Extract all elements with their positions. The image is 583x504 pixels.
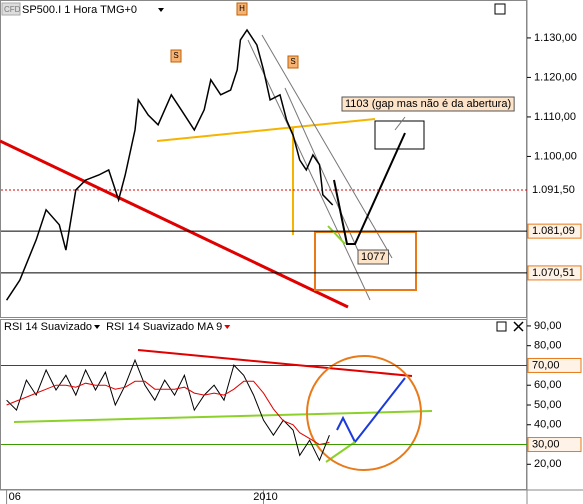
- annotation-box: [341, 96, 515, 112]
- y-tick-label: 1.130,00: [534, 32, 577, 44]
- gap-box: [374, 120, 425, 150]
- level-label: 1.091,50: [532, 184, 575, 196]
- pattern-box: [170, 49, 182, 63]
- y-tick-label: 40,00: [534, 419, 562, 431]
- channel-top: [261, 34, 393, 259]
- dropdown-arrow[interactable]: [158, 8, 164, 12]
- series-line: [6, 358, 330, 462]
- chart-title[interactable]: SP500.I 1 Hora TMG+0: [22, 4, 137, 16]
- neckline: [156, 118, 376, 142]
- level-label: 30,00: [532, 438, 560, 450]
- pattern-label: H: [239, 4, 245, 13]
- series-line: [6, 380, 330, 446]
- level-label-box: [527, 357, 582, 373]
- level-label-box: [527, 223, 582, 239]
- legend-entry: RSI 14 Suavizado: [4, 321, 92, 333]
- legend-arrow: [224, 325, 231, 329]
- maximize-button[interactable]: [494, 3, 506, 15]
- level-label-box: [527, 265, 582, 281]
- rsi-maximize-button[interactable]: [496, 321, 507, 332]
- y-tick-label: 90,00: [534, 320, 562, 332]
- pattern-box: [287, 55, 299, 69]
- pattern-label: S: [173, 51, 178, 60]
- x-tick-label: 2010: [253, 491, 277, 503]
- channel-inner: [284, 87, 361, 256]
- pattern-label: S: [290, 57, 295, 66]
- level-label: 1.070,51: [532, 267, 575, 279]
- projection: [333, 132, 406, 245]
- y-tick-label: 20,00: [534, 458, 562, 470]
- legend-entry: RSI 14 Suavizado MA 9: [106, 321, 222, 333]
- y-tick-label: 1.120,00: [534, 71, 577, 83]
- y-tick-label: 1.100,00: [534, 150, 577, 162]
- trend-line: [0, 139, 349, 309]
- highlight-circle: [306, 355, 422, 471]
- annotation-box: [357, 249, 389, 265]
- cfd-icon: [1, 2, 21, 16]
- legend-arrow: [94, 325, 101, 329]
- y-tick-label: 80,00: [534, 340, 562, 352]
- pattern-box: [236, 2, 248, 16]
- gap-pointer: [394, 116, 406, 131]
- drawings: [0, 34, 433, 471]
- rsi-close-button[interactable]: [513, 321, 524, 332]
- y-tick-label: 50,00: [534, 399, 562, 411]
- y-tick-label: 60,00: [534, 379, 562, 391]
- level-label: 70,00: [532, 359, 560, 371]
- divergence-line: [327, 225, 346, 245]
- y-tick-label: 1.110,00: [534, 111, 576, 123]
- cfd-icon-text: CFD: [4, 5, 21, 14]
- rsi-resistance: [137, 349, 413, 377]
- rsi-support: [13, 410, 433, 423]
- series-line: [5, 28, 334, 301]
- target-box: [314, 231, 417, 291]
- annotation: 1077: [361, 251, 385, 263]
- annotation: 1103 (gap mas não é da abertura): [345, 98, 511, 110]
- rsi-projection: [336, 377, 406, 444]
- x-tick-label: 06: [9, 491, 21, 503]
- channel-mid: [247, 39, 371, 301]
- level-label: 1.081,09: [532, 225, 575, 237]
- level-label-box: [527, 437, 582, 453]
